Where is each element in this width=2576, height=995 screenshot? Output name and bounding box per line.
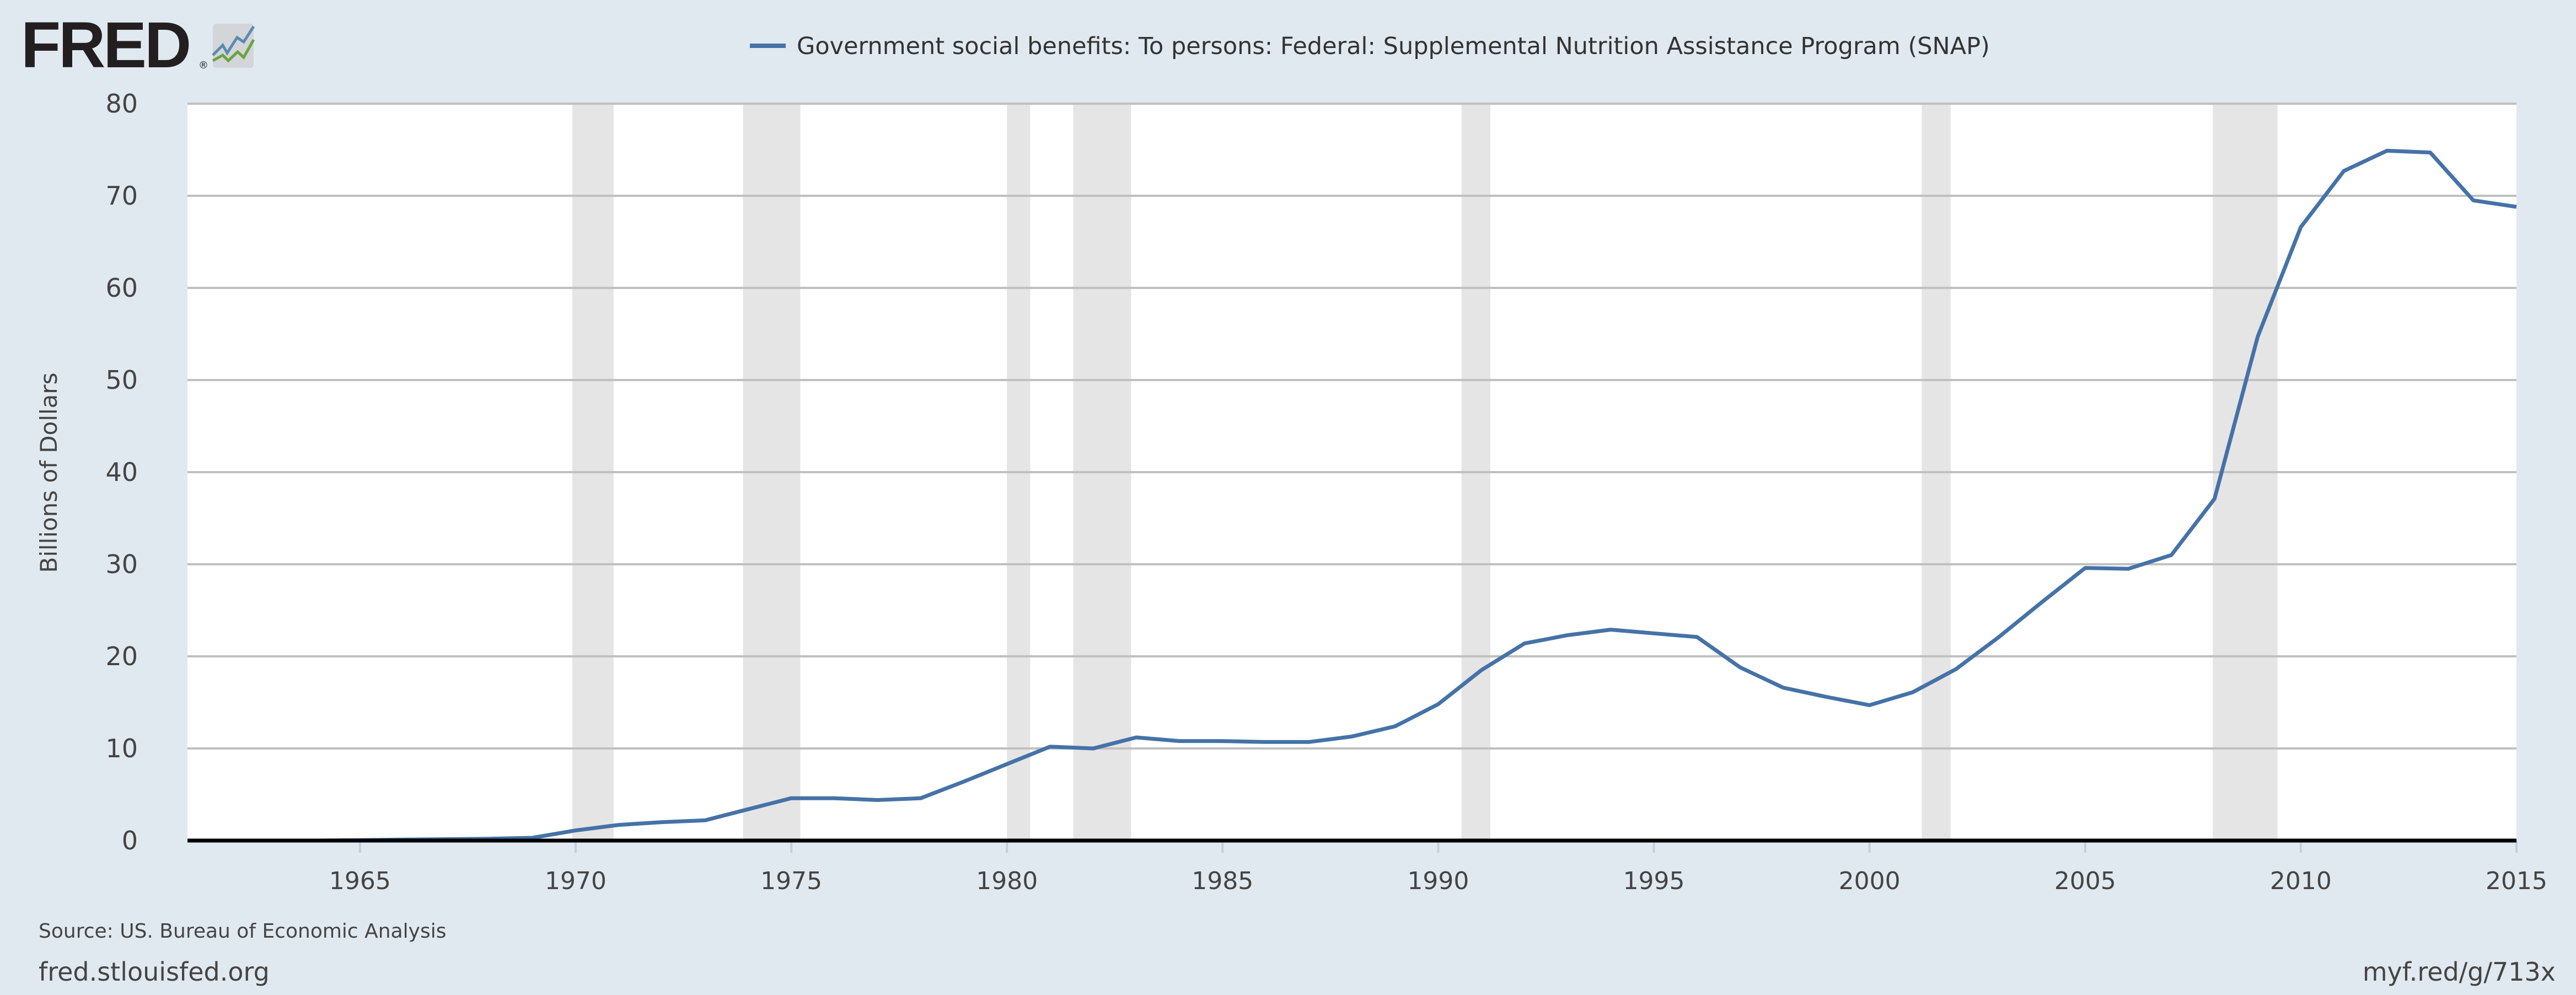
- y-tick-label: 50: [105, 365, 138, 395]
- x-tick-label: 2015: [2486, 867, 2547, 895]
- x-tick-label: 1965: [329, 867, 391, 895]
- fred-site-link[interactable]: fred.stlouisfed.org: [39, 957, 270, 987]
- fred-logo[interactable]: FRED ®: [21, 9, 255, 82]
- y-tick-label: 0: [122, 826, 138, 855]
- legend-label: Government social benefits: To persons: …: [797, 33, 1990, 60]
- y-tick-label: 80: [105, 89, 138, 119]
- x-tick-label: 1990: [1407, 867, 1469, 895]
- y-tick-label: 40: [105, 457, 138, 487]
- legend: Government social benefits: To persons: …: [750, 33, 1990, 60]
- x-tick-label: 1980: [976, 867, 1038, 895]
- fred-logo-text: FRED: [21, 9, 189, 82]
- y-axis-label: Billions of Dollars: [35, 372, 62, 573]
- series-line: [187, 148, 2517, 843]
- x-tick-label: 2005: [2054, 867, 2116, 895]
- x-tick-label: 1995: [1623, 867, 1685, 895]
- y-tick-label: 30: [105, 549, 138, 579]
- y-tick-label: 70: [105, 181, 138, 211]
- registered-mark: ®: [198, 60, 208, 71]
- fred-logo-chart-icon: [212, 24, 255, 68]
- y-tick-label: 60: [105, 273, 138, 303]
- x-tick-label: 1970: [545, 867, 607, 895]
- x-tick-label: 1985: [1192, 867, 1253, 895]
- y-tick-label: 20: [105, 641, 138, 671]
- x-tick-label: 2000: [1839, 867, 1901, 895]
- source-note: Source: US. Bureau of Economic Analysis: [39, 920, 446, 943]
- short-link[interactable]: myf.red/g/713x: [2363, 957, 2556, 987]
- y-tick-label: 10: [105, 734, 138, 763]
- x-tick-label: 1975: [760, 867, 822, 895]
- x-tick-label: 2010: [2270, 867, 2332, 895]
